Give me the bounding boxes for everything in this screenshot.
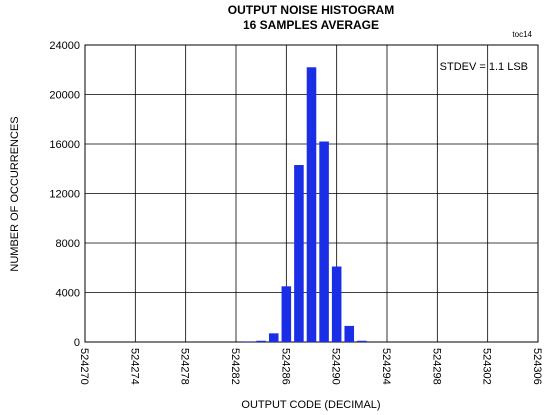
bar [256, 340, 266, 342]
x-tick-label: 524278 [179, 348, 191, 385]
bar [243, 341, 254, 342]
chart-title: OUTPUT NOISE HISTOGRAM [228, 3, 394, 17]
y-axis-label: NUMBER OF OCCURRENCES [9, 116, 21, 271]
bar [344, 325, 355, 342]
x-tick-label: 524306 [531, 348, 543, 385]
chart-subtitle: 16 SAMPLES AVERAGE [243, 18, 379, 32]
y-tick-label: 8000 [56, 238, 80, 250]
x-tick-label: 524290 [330, 348, 342, 385]
y-tick-label: 24000 [49, 40, 80, 52]
bar [331, 266, 342, 342]
bar [357, 340, 367, 342]
bar [319, 141, 329, 342]
x-axis-label: OUTPUT CODE (DECIMAL) [241, 399, 380, 411]
x-tick-label: 524302 [481, 348, 493, 385]
figure-tag: toc14 [512, 30, 532, 39]
y-tick-label: 0 [74, 337, 80, 349]
annotation: STDEV = 1.1 LSB [440, 61, 528, 73]
y-tick-label: 20000 [49, 90, 80, 102]
x-tick-label: 524298 [430, 348, 442, 385]
y-tick-label: 16000 [49, 139, 80, 151]
x-tick-label: 524286 [279, 348, 291, 385]
x-tick-label: 524274 [128, 348, 140, 385]
x-tick-label: 524270 [78, 348, 90, 385]
x-tick-label: 524282 [229, 348, 241, 385]
bar [281, 286, 292, 342]
bar [294, 165, 304, 342]
x-tick-label: 524294 [380, 348, 392, 385]
y-tick-label: 4000 [56, 288, 80, 300]
bar [268, 333, 279, 342]
y-tick-label: 12000 [49, 189, 80, 201]
bar [306, 67, 317, 343]
